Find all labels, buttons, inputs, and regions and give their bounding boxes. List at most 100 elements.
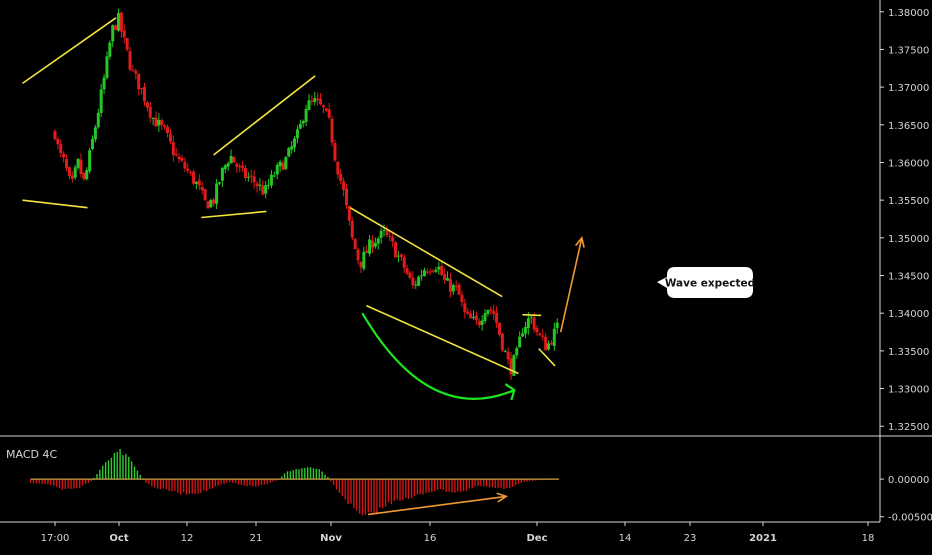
candle-body — [515, 348, 519, 356]
candle-body — [287, 148, 291, 157]
candle — [544, 333, 548, 351]
candle-body — [157, 119, 161, 126]
y-tick-label: 1.35500 — [888, 196, 929, 207]
candle — [267, 178, 271, 190]
candle — [448, 272, 452, 298]
candle-body — [246, 176, 250, 178]
candle-body — [417, 276, 421, 286]
candle — [82, 172, 86, 182]
candle — [140, 87, 144, 95]
y-tick-label: 1.38000 — [888, 8, 929, 19]
candle-body — [443, 274, 447, 280]
candle-body — [495, 312, 499, 324]
candle-body — [290, 146, 294, 150]
trendline — [366, 304, 519, 375]
candle — [469, 310, 473, 319]
candle-body — [220, 167, 224, 181]
candle-body — [85, 169, 89, 180]
candle — [356, 248, 360, 265]
candle — [67, 166, 71, 180]
candle-body — [293, 138, 297, 148]
candle — [518, 331, 522, 348]
candle — [160, 118, 164, 131]
candle-body — [347, 205, 351, 221]
candle — [249, 169, 253, 184]
candle-body — [454, 285, 458, 287]
candle-body — [241, 165, 245, 168]
candle — [295, 125, 299, 144]
candle — [431, 269, 435, 273]
candle — [241, 161, 245, 172]
candle-body — [350, 220, 354, 238]
candle — [243, 164, 247, 182]
candle-body — [330, 118, 334, 143]
candle-body — [209, 199, 213, 208]
candle-body — [151, 117, 155, 120]
candle-body — [148, 106, 152, 118]
candle-body — [552, 328, 556, 346]
trendlines — [22, 17, 556, 375]
candle — [350, 217, 354, 241]
candle-body — [368, 239, 372, 254]
candle — [174, 147, 178, 157]
candle — [345, 183, 349, 210]
candle — [128, 46, 132, 72]
candle — [70, 171, 74, 183]
candle — [261, 179, 265, 196]
y-tick-label: 1.36000 — [888, 158, 929, 169]
candle-body — [235, 163, 239, 167]
candle — [168, 128, 172, 145]
candle — [497, 322, 501, 337]
candle-body — [385, 230, 389, 236]
candle — [388, 230, 392, 242]
candle — [111, 24, 115, 48]
curve-arrowhead — [504, 383, 516, 401]
candle-body — [189, 172, 193, 174]
candle — [166, 124, 170, 138]
candle-body — [370, 240, 374, 248]
candle — [417, 275, 421, 287]
candle — [342, 177, 346, 197]
candle-body — [249, 175, 253, 177]
candle-body — [88, 150, 92, 172]
candle — [408, 270, 412, 280]
candle — [287, 146, 291, 158]
candle — [131, 65, 135, 72]
candle — [212, 197, 216, 207]
candle — [422, 267, 426, 277]
candle-body — [489, 309, 493, 312]
candle-body — [53, 131, 57, 140]
candle — [402, 253, 406, 273]
candle — [437, 261, 441, 275]
y-tick-label: 1.36500 — [888, 121, 929, 132]
candle — [79, 153, 83, 178]
candle — [440, 261, 444, 276]
candle — [489, 306, 493, 315]
candle — [116, 8, 120, 32]
macd-histogram — [29, 448, 560, 516]
y-tick-label: 1.33000 — [888, 385, 929, 396]
trendline — [522, 313, 542, 317]
candle-body — [218, 182, 222, 184]
candle-body — [480, 320, 484, 325]
candle-body — [555, 322, 559, 329]
candle — [515, 346, 519, 359]
candle — [347, 205, 351, 226]
candle-body — [140, 87, 144, 89]
candle-body — [408, 272, 412, 278]
candle — [304, 104, 308, 127]
candle — [85, 167, 89, 181]
candle — [258, 178, 262, 191]
candle-body — [171, 142, 175, 155]
candle — [65, 154, 69, 172]
candle-body — [186, 168, 190, 171]
candle-body — [474, 315, 478, 321]
candle — [229, 149, 233, 164]
candle — [503, 349, 507, 353]
candle — [281, 160, 285, 171]
projection-arrow-head — [574, 236, 585, 248]
candle-body — [324, 108, 328, 111]
candle — [209, 198, 213, 208]
trendline — [349, 207, 503, 298]
candle-body — [119, 12, 123, 32]
